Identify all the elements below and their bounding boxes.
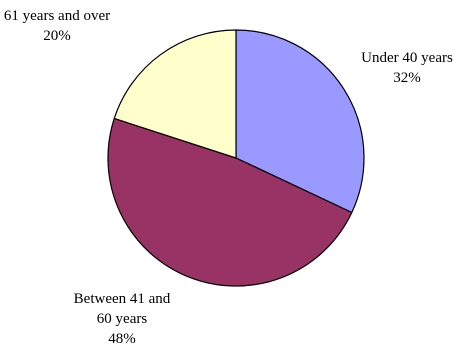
- slice-percent-label: 20%: [43, 28, 71, 44]
- label-between-41-and-60-years: Between 41 and 60 years 48%: [74, 291, 171, 347]
- label-61-years-and-over: 61 years and over 20%: [4, 8, 110, 44]
- slice-percent-label: 32%: [393, 70, 421, 86]
- slice-between-41-and-60-years: [107, 117, 353, 287]
- slice-category-label: Under 40 years: [361, 50, 453, 66]
- label-under-40-years: Under 40 years 32%: [361, 50, 453, 86]
- slice-category-label: 60 years: [97, 311, 148, 327]
- slice-category-label: 61 years and over: [4, 8, 110, 24]
- slice-under-40-years: [235, 29, 365, 214]
- slice-percent-label: 48%: [108, 331, 136, 347]
- slices-layer: [107, 29, 365, 287]
- slice-category-label: Between 41 and: [74, 291, 171, 307]
- slice-61-years-and-over: [113, 29, 237, 159]
- labels-layer: Under 40 years 32% Between 41 and 60 years 4…: [4, 8, 453, 347]
